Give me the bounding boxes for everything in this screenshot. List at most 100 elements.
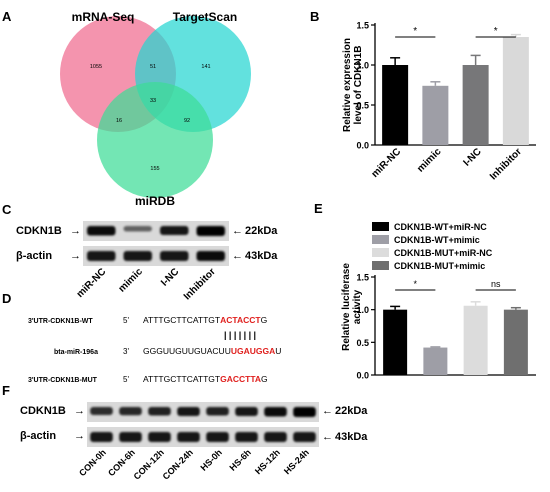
mut-seq-plain: ATTTGCTTCATTGT: [143, 374, 220, 384]
panel-c-size-arrow-1: ←: [232, 225, 243, 237]
panel-c-size-cdkn1b: 22kDa: [245, 225, 278, 237]
panel-f-band-actin: [119, 432, 142, 442]
panel-b-x-tick-label: I-NC: [461, 146, 483, 168]
panel-c-band-actin: [160, 251, 189, 261]
panel-e-y-tick-label: 0.5: [356, 338, 369, 348]
panel-f-membrane-actin: [87, 427, 319, 447]
panel-f-band-actin: [90, 432, 113, 442]
panel-e-bar: [503, 309, 528, 375]
panel-c-membrane-cdkn1b: [83, 221, 229, 241]
panel-f-lane-label: CON-12h: [132, 447, 166, 481]
panel-e-bar: [423, 347, 448, 375]
panel-c-band-cdkn1b: [160, 226, 189, 235]
panel-f-arrow-cdkn1b: →: [74, 405, 85, 417]
panel-c-lane-label: miR-NC: [75, 266, 109, 300]
mut-sequence: ATTTGCTTCATTGTGACCTTAG: [143, 374, 268, 384]
panel-label-b: B: [310, 9, 319, 24]
panel-f-band-cdkn1b: [119, 407, 142, 416]
panel-b-y-tick-label: 0.5: [356, 101, 369, 111]
panel-e-legend-swatch: [372, 235, 389, 244]
panel-f-lane-label: CON-0h: [77, 447, 108, 478]
mut-direction: 5': [123, 375, 129, 384]
panel-e-legend-swatch: [372, 261, 389, 270]
wt-sequence: ATTTGCTTCATTGTACTACCTG: [143, 315, 267, 325]
panel-f-band-actin: [235, 432, 258, 442]
wt-seq-plain: ATTTGCTTCATTGT: [143, 315, 220, 325]
panel-b-bar: [382, 65, 409, 145]
venn-count-all-three: 33: [150, 98, 156, 104]
panel-f-blot: F CDKN1B → β-actin → ← 22kDa ← 43kDa CON…: [2, 383, 368, 482]
panel-f-lane-label: HS-12h: [253, 447, 282, 476]
panel-c-arrow-actin: →: [70, 250, 81, 262]
panel-e-bar: [463, 305, 488, 375]
panel-e-legend-label: CDKN1B-WT+miR-NC: [394, 222, 487, 232]
venn-label-mirdb: miRDB: [135, 194, 175, 208]
panel-f-band-actin: [264, 432, 287, 442]
panel-c-membrane-actin: [83, 246, 229, 266]
wt-seq-end: G: [261, 315, 268, 325]
panel-e-legend-label: CDKN1B-WT+mimic: [394, 235, 480, 245]
panel-c-size-actin: 43kDa: [245, 250, 278, 262]
panel-e-legend-swatch: [372, 248, 389, 257]
panel-e-significance-mark: *: [413, 279, 417, 289]
panel-f-row-label-actin: β-actin: [20, 430, 56, 442]
panel-c-lane-label: Inhibitor: [182, 266, 218, 302]
panel-b-y-tick-label: 1.0: [356, 61, 369, 71]
panel-c-lane-label: mimic: [117, 266, 146, 295]
panel-c-band-actin: [123, 251, 152, 261]
mir-sequence: GGGUUGUUGUACUUUGAUGGAU: [143, 346, 281, 356]
panel-label-f: F: [2, 383, 10, 398]
panel-e-significance-mark: ns: [491, 279, 501, 289]
panel-f-size-actin: 43kDa: [335, 431, 368, 443]
mut-seq-seed: GACCTTA: [220, 374, 261, 384]
panel-e-legend-swatch: [372, 222, 389, 231]
panel-b-x-tick-label: miR-NC: [370, 146, 404, 180]
panel-c-band-cdkn1b: [196, 226, 225, 236]
venn-label-mrna-seq: mRNA-Seq: [72, 10, 135, 24]
panel-c-size-arrow-2: ←: [232, 250, 243, 262]
panel-e-legend-label: CDKN1B-MUT+miR-NC: [394, 248, 493, 258]
panel-e-y-tick-label: 0.0: [356, 371, 369, 381]
panel-b-bar: [422, 85, 449, 145]
panel-c-row-label-actin: β-actin: [16, 250, 52, 262]
panel-d-sequences: D 3'UTR-CDKN1B-WT 5' ATTTGCTTCATTGTACTAC…: [2, 291, 281, 384]
panel-label-c: C: [2, 202, 12, 217]
panel-f-arrow-actin: →: [74, 430, 85, 442]
mir-seq-end: U: [275, 346, 281, 356]
panel-e-y-tick-label: 1.5: [356, 273, 369, 283]
panel-f-size-arrow-1: ←: [322, 405, 333, 417]
wt-direction: 5': [123, 316, 129, 325]
panel-b-bar: [462, 65, 489, 145]
mir-seq-plain: GGGUUGUUGUACUU: [143, 346, 231, 356]
venn-count-mrna-mirdb: 16: [116, 118, 122, 124]
panel-b-significance-mark: *: [413, 26, 417, 37]
panel-f-lane-label: HS-0h: [198, 447, 223, 472]
wt-seq-seed: ACTACCT: [220, 315, 261, 325]
panel-b-x-tick-label: Inhibitor: [488, 146, 524, 182]
panel-b-bar: [502, 37, 529, 145]
panel-f-row-label-cdkn1b: CDKN1B: [20, 405, 66, 417]
venn-circle-mirdb: [97, 82, 213, 198]
seed-pairing-lines: |||||||: [224, 330, 258, 340]
panel-c-row-label-cdkn1b: CDKN1B: [16, 225, 62, 237]
panel-b-ylabel-line1: Relative expression: [342, 38, 353, 132]
venn-count-target-mirdb: 92: [184, 118, 190, 124]
panel-c-lane-label: I-NC: [159, 266, 181, 288]
panel-b-x-tick-label: mimic: [415, 146, 444, 175]
mir-name: bta-miR-196a: [54, 349, 98, 356]
mir-direction: 3': [123, 347, 129, 356]
panel-f-lane-label: CON-24h: [161, 447, 195, 481]
panel-f-lane-label: HS-24h: [282, 447, 311, 476]
panel-label-d: D: [2, 291, 11, 306]
panel-label-a: A: [2, 9, 12, 24]
panel-e-ylabel-line2: activity: [352, 289, 363, 324]
panel-e-bar: [383, 309, 408, 375]
panel-c-band-actin: [196, 251, 225, 261]
panel-e-ylabel-line1: Relative luciferase: [341, 263, 352, 351]
panel-f-membrane-cdkn1b: [87, 402, 319, 422]
panel-b-chart: B Relative expression level of CDKN1B 0.…: [310, 9, 536, 182]
panel-b-y-tick-label: 0.0: [356, 141, 369, 151]
mir-seq-seed: UGAUGGA: [231, 346, 275, 356]
wt-utr-name: 3'UTR-CDKN1B-WT: [28, 318, 93, 325]
